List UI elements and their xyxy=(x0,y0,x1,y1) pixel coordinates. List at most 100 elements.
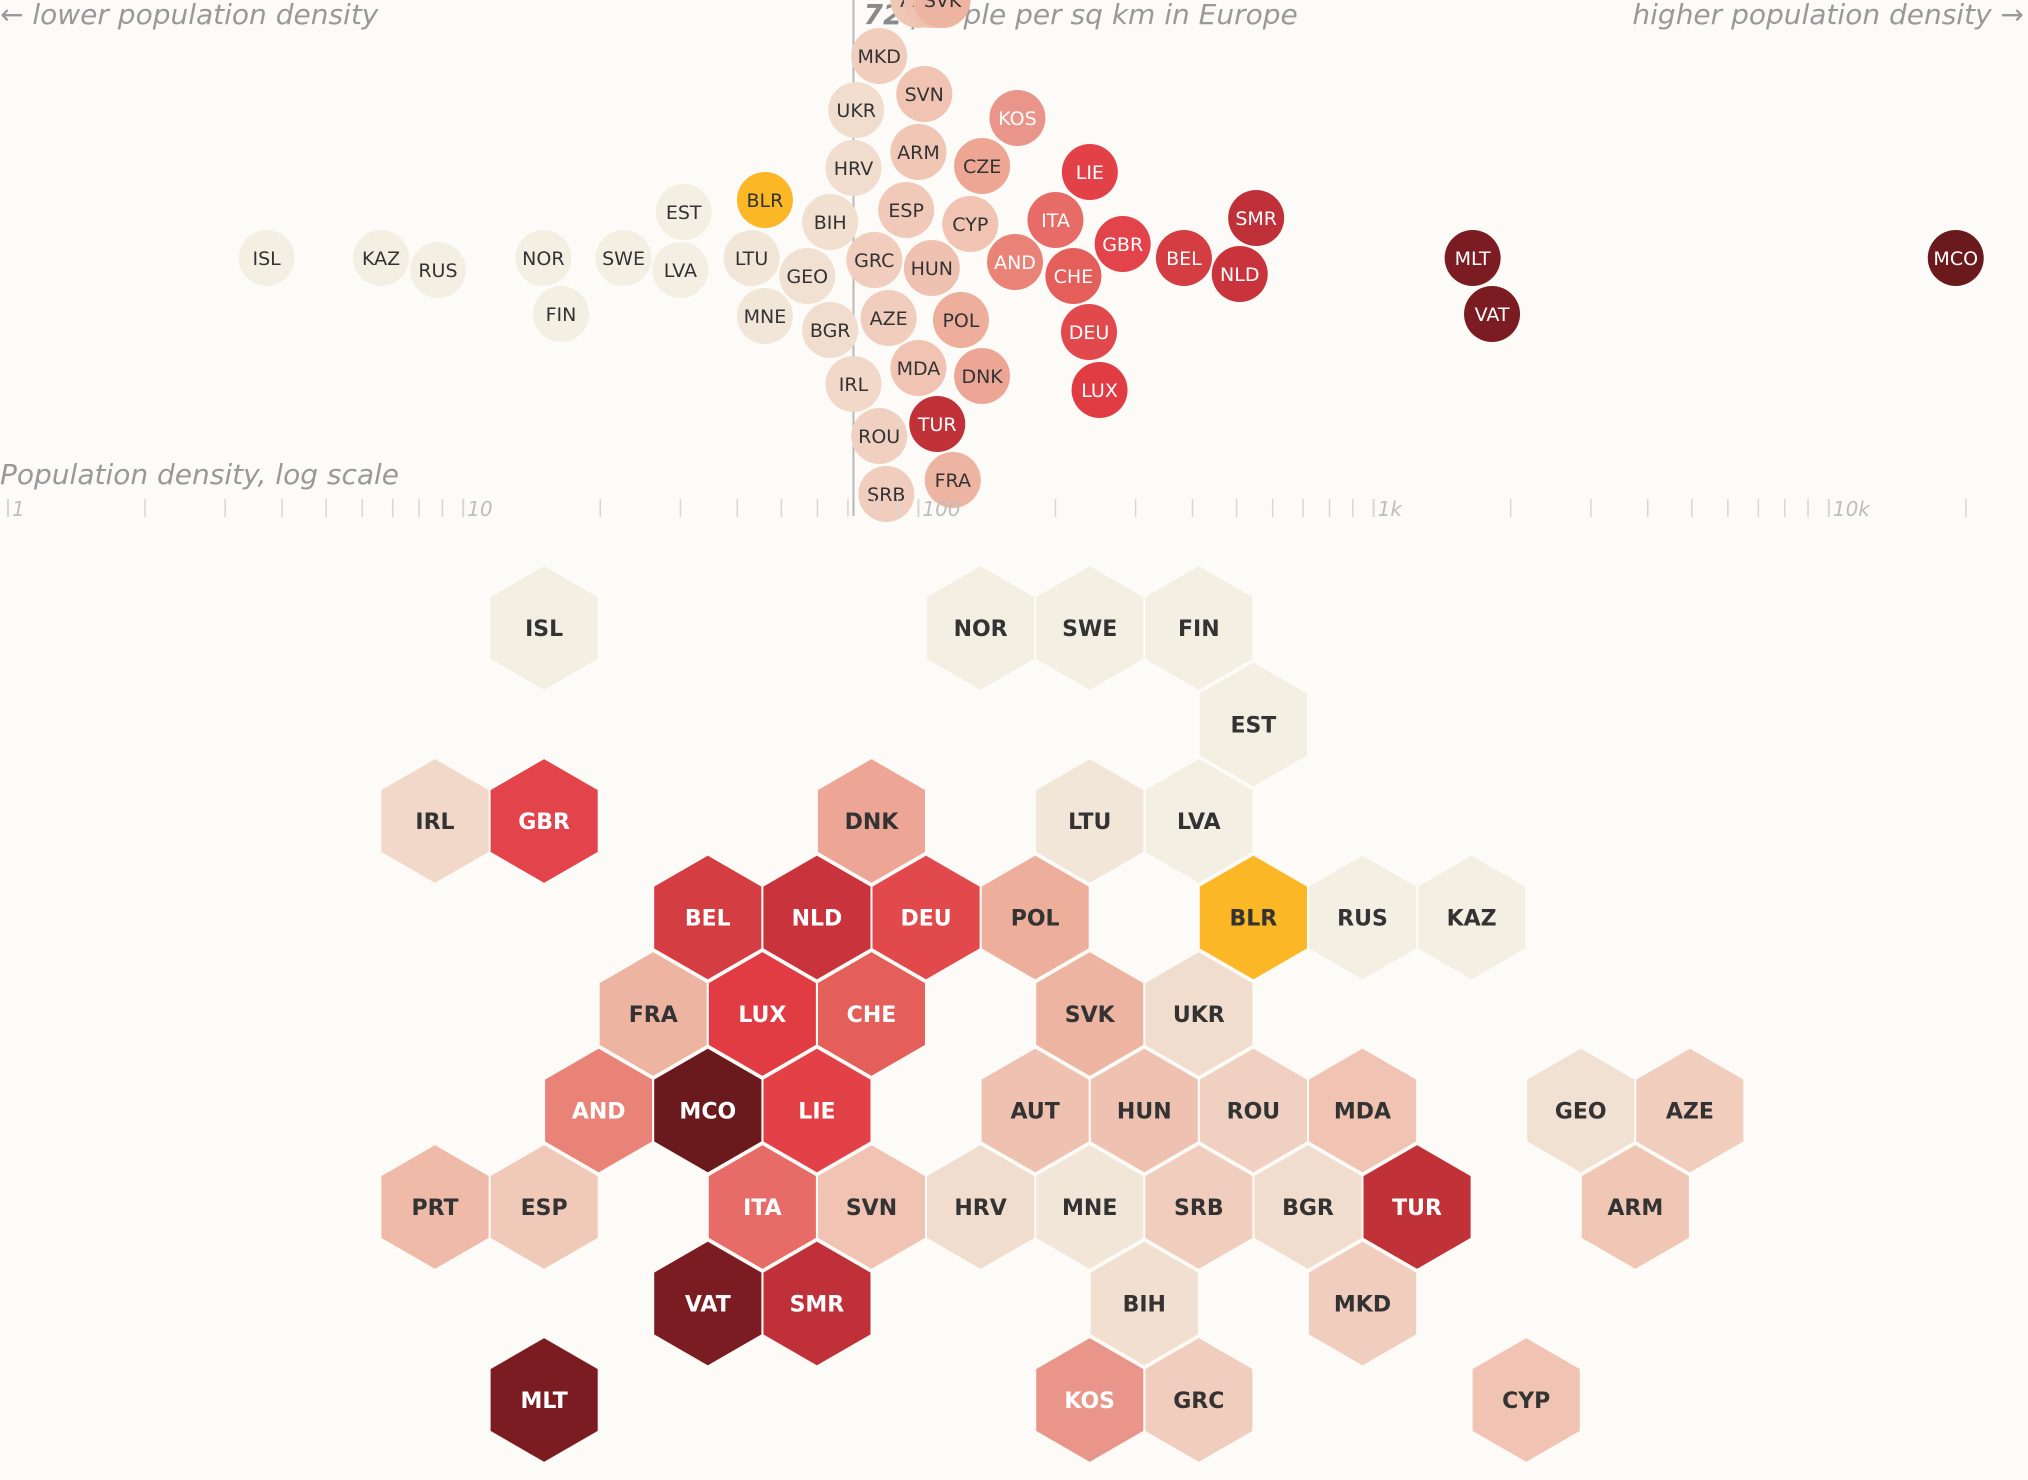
bubble-pol[interactable]: POL xyxy=(932,292,989,348)
bubble-est[interactable]: EST xyxy=(655,184,712,240)
bubble-lva[interactable]: LVA xyxy=(652,242,709,298)
bubble-nor[interactable]: NOR xyxy=(515,230,572,286)
bubble-cze[interactable]: CZE xyxy=(954,138,1011,194)
hex-vat[interactable]: VAT xyxy=(652,1239,764,1368)
hex-irl[interactable]: IRL xyxy=(379,756,491,886)
hex-aze[interactable]: AZE xyxy=(1634,1046,1746,1175)
hex-tur[interactable]: TUR xyxy=(1361,1142,1473,1272)
hex-label: HUN xyxy=(1117,1100,1172,1125)
bubble-lie[interactable]: LIE xyxy=(1061,144,1118,200)
hex-isl[interactable]: ISL xyxy=(488,563,600,693)
hex-bih[interactable]: BIH xyxy=(1088,1239,1200,1368)
bubble-grc[interactable]: GRC xyxy=(846,232,903,288)
bubble-fra[interactable]: FRA xyxy=(924,452,981,508)
hex-label: MLT xyxy=(520,1389,567,1414)
bubble-mco[interactable]: MCO xyxy=(1927,230,1984,286)
hex-smr[interactable]: SMR xyxy=(761,1239,873,1368)
bubble-geo[interactable]: GEO xyxy=(779,248,836,304)
tick-label: 1 xyxy=(12,497,25,521)
hex-blr[interactable]: BLR xyxy=(1197,853,1309,982)
bubble-isl[interactable]: ISL xyxy=(238,230,295,286)
bubble-bel[interactable]: BEL xyxy=(1155,230,1212,286)
hex-est[interactable]: EST xyxy=(1197,660,1309,789)
bubble-aze[interactable]: AZE xyxy=(860,290,917,346)
hex-lux[interactable]: LUX xyxy=(706,949,818,1079)
hex-ltu[interactable]: LTU xyxy=(1034,756,1146,886)
bubble-bgr[interactable]: BGR xyxy=(802,302,859,358)
bubble-nld[interactable]: NLD xyxy=(1211,246,1268,302)
hex-grc[interactable]: GRC xyxy=(1143,1335,1255,1465)
bubble-hun[interactable]: HUN xyxy=(903,240,960,296)
bubble-ita[interactable]: ITA xyxy=(1027,192,1084,248)
bubble-deu[interactable]: DEU xyxy=(1061,304,1118,360)
hex-esp[interactable]: ESP xyxy=(488,1142,600,1272)
bubble-ltu[interactable]: LTU xyxy=(723,230,780,286)
hex-rus[interactable]: RUS xyxy=(1307,853,1419,982)
bubble-hrv[interactable]: HRV xyxy=(825,140,882,196)
hex-pol[interactable]: POL xyxy=(979,853,1091,982)
hex-rou[interactable]: ROU xyxy=(1197,1046,1309,1175)
hex-ukr[interactable]: UKR xyxy=(1143,949,1255,1079)
hex-cell xyxy=(1634,1046,1746,1175)
bubble-circle xyxy=(878,182,935,238)
bubble-mda[interactable]: MDA xyxy=(890,340,947,396)
bubble-swe[interactable]: SWE xyxy=(595,230,652,286)
bubble-mkd[interactable]: MKD xyxy=(851,28,908,84)
hex-map: ISL KAZ NOR FIN SWE RUS LVA EST LTU MNE BLR GEO BIH H… xyxy=(379,563,1746,1465)
hex-prt[interactable]: PRT xyxy=(379,1142,491,1272)
bubble-cyp[interactable]: CYP xyxy=(942,196,999,252)
bubble-mlt[interactable]: MLT xyxy=(1444,230,1501,286)
bubble-label: EST xyxy=(666,202,702,224)
hex-aut[interactable]: AUT xyxy=(979,1046,1091,1175)
hex-kaz[interactable]: KAZ xyxy=(1416,853,1528,982)
bubble-bih[interactable]: BIH xyxy=(802,194,859,250)
bubble-ukr[interactable]: UKR xyxy=(828,82,885,138)
bubble-lux[interactable]: LUX xyxy=(1071,362,1128,418)
hex-fra[interactable]: FRA xyxy=(597,949,709,1079)
bubble-mne[interactable]: MNE xyxy=(736,288,793,344)
hex-dnk[interactable]: DNK xyxy=(815,756,927,886)
hex-mlt[interactable]: MLT xyxy=(488,1335,600,1465)
bubble-circle xyxy=(942,196,999,252)
bubble-rou[interactable]: ROU xyxy=(851,408,908,464)
hex-nor[interactable]: NOR xyxy=(925,563,1037,693)
bubble-circle xyxy=(802,302,859,358)
bubble-tur[interactable]: TUR xyxy=(909,396,966,452)
bubble-and[interactable]: AND xyxy=(987,234,1044,290)
bubble-esp[interactable]: ESP xyxy=(878,182,935,238)
hex-kos[interactable]: KOS xyxy=(1034,1335,1146,1465)
bubble-smr[interactable]: SMR xyxy=(1228,190,1285,246)
hex-nld[interactable]: NLD xyxy=(761,853,873,982)
hex-svk[interactable]: SVK xyxy=(1034,949,1146,1079)
hex-mda[interactable]: MDA xyxy=(1307,1046,1419,1175)
bubble-che[interactable]: CHE xyxy=(1045,248,1102,304)
bubble-srb[interactable]: SRB xyxy=(858,466,915,522)
hex-bel[interactable]: BEL xyxy=(652,853,764,982)
bubble-irl[interactable]: IRL xyxy=(825,356,882,412)
hex-svn[interactable]: SVN xyxy=(815,1142,927,1272)
bubble-gbr[interactable]: GBR xyxy=(1094,216,1151,272)
hex-cyp[interactable]: CYP xyxy=(1470,1335,1582,1465)
hex-arm[interactable]: ARM xyxy=(1579,1142,1691,1272)
bubble-svn[interactable]: SVN xyxy=(896,66,953,122)
hex-deu[interactable]: DEU xyxy=(870,853,982,982)
hex-mco[interactable]: MCO xyxy=(652,1046,764,1175)
bubble-dnk[interactable]: DNK xyxy=(954,348,1011,404)
hex-srb[interactable]: SRB xyxy=(1143,1142,1255,1272)
bubble-arm[interactable]: ARM xyxy=(890,124,947,180)
bubble-svk[interactable]: SVK xyxy=(914,0,971,28)
bubble-label: KOS xyxy=(998,108,1036,130)
bubble-circle xyxy=(954,348,1011,404)
bubble-kaz[interactable]: KAZ xyxy=(353,230,410,286)
hex-gbr[interactable]: GBR xyxy=(488,756,600,886)
bubble-kos[interactable]: KOS xyxy=(989,90,1046,146)
hex-ita[interactable]: ITA xyxy=(706,1142,818,1272)
bubble-blr[interactable]: BLR xyxy=(736,172,793,228)
bubble-vat[interactable]: VAT xyxy=(1464,286,1521,342)
bubble-fin[interactable]: FIN xyxy=(533,286,590,342)
bubble-rus[interactable]: RUS xyxy=(409,242,466,298)
hex-hun[interactable]: HUN xyxy=(1088,1046,1200,1175)
hex-mkd[interactable]: MKD xyxy=(1307,1239,1419,1368)
hex-swe[interactable]: SWE xyxy=(1034,563,1146,693)
hex-che[interactable]: CHE xyxy=(815,949,927,1079)
